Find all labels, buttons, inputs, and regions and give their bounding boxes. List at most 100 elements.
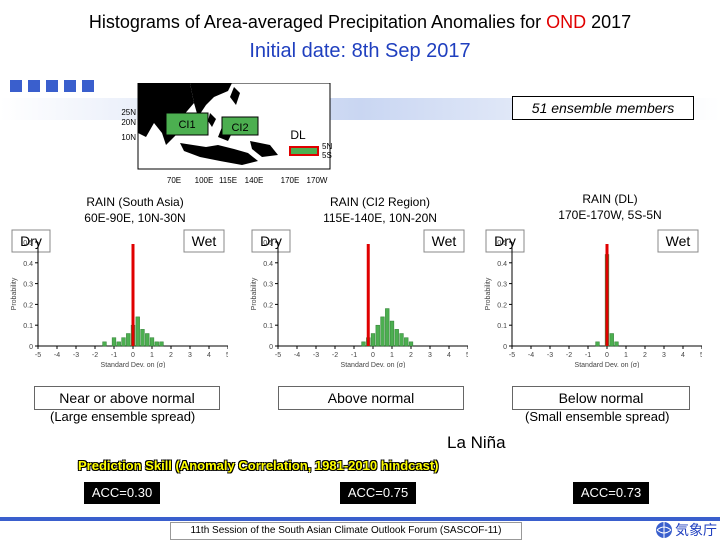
panel-title-line: 115E-140E, 10N-20N	[323, 211, 437, 225]
dry-label: Dry	[20, 233, 42, 249]
verdict-dl: Below normal	[512, 386, 690, 410]
map-lon-label: 70E	[167, 176, 181, 185]
histogram-bar	[102, 341, 107, 347]
x-tick-label: 2	[409, 352, 413, 359]
panel-title-dl: RAIN (DL) 170E-170W, 5S-5N	[520, 191, 700, 223]
spread-dl: (Small ensemble spread)	[525, 409, 670, 424]
dry-label: Dry	[494, 233, 516, 249]
histogram-bar	[404, 337, 409, 347]
y-tick-label: 0.2	[263, 302, 273, 309]
map-dl-lat-label: 5S	[322, 151, 332, 160]
title-highlight: OND	[546, 12, 587, 32]
x-tick-label: 1	[624, 352, 628, 359]
x-tick-label: 3	[428, 352, 432, 359]
spread-south-asia: (Large ensemble spread)	[50, 409, 196, 424]
panel-title-south-asia: RAIN (South Asia) 60E-90E, 10N-30N	[50, 194, 220, 226]
y-tick-label: 0.3	[23, 282, 33, 289]
footer-text: 11th Session of the South Asian Climate …	[170, 522, 522, 540]
acc-ci2: ACC=0.75	[340, 482, 416, 504]
y-tick-label: 0.4	[23, 261, 33, 268]
y-tick-label: 0.2	[497, 302, 507, 309]
histogram-bar	[149, 337, 155, 347]
histogram-south-asia: DryWet0.50.40.30.20.10-5-4-3-2-1012345Pr…	[11, 229, 228, 368]
map-dl-lat-label: 5N	[322, 142, 332, 151]
decor-square	[28, 80, 40, 92]
x-tick-label: -3	[547, 352, 553, 359]
x-tick-label: -5	[509, 352, 515, 359]
y-tick-label: 0.5	[263, 240, 273, 247]
panel-title-line: RAIN (South Asia)	[86, 195, 184, 209]
histogram-bar	[361, 341, 366, 347]
ensemble-members-label: 51 ensemble members	[512, 96, 694, 120]
x-tick-label: -4	[528, 352, 534, 359]
x-tick-label: 2	[643, 352, 647, 359]
x-tick-label: 3	[662, 352, 666, 359]
wet-label: Wet	[666, 233, 691, 249]
x-tick-label: 2	[169, 352, 173, 359]
x-tick-label: 0	[131, 352, 135, 359]
decor-square	[64, 80, 76, 92]
y-tick-label: 0	[503, 344, 507, 351]
x-axis-label: Standard Dev. on (σ)	[575, 362, 640, 368]
x-tick-label: -2	[566, 352, 572, 359]
x-tick-label: -5	[275, 352, 281, 359]
wet-box	[183, 229, 225, 253]
decor-square	[46, 80, 58, 92]
y-tick-label: 0.3	[263, 282, 273, 289]
y-tick-label: 0.4	[263, 261, 273, 268]
wet-box	[423, 229, 465, 253]
x-tick-label: -2	[332, 352, 338, 359]
wet-box	[657, 229, 699, 253]
x-tick-label: 1	[390, 352, 394, 359]
histogram-bar	[614, 341, 619, 347]
map-lat-label: 25N	[121, 108, 136, 117]
histogram-bar	[116, 341, 121, 347]
y-tick-label: 0.5	[497, 240, 507, 247]
y-axis-label: Probability	[11, 277, 18, 310]
dry-box	[485, 229, 525, 253]
x-axis-label: Standard Dev. on (σ)	[101, 362, 166, 368]
y-tick-label: 0	[29, 344, 33, 351]
decor-square	[10, 80, 22, 92]
map-region-dl: DL	[290, 128, 306, 142]
skill-heading: Prediction Skill (Anomaly Correlation, 1…	[78, 458, 439, 473]
x-tick-label: 0	[605, 352, 609, 359]
y-tick-label: 0.1	[263, 323, 273, 330]
panel-title-line: 170E-170W, 5S-5N	[558, 208, 662, 222]
x-tick-label: 0	[371, 352, 375, 359]
histogram-bar	[385, 308, 390, 347]
map-lon-label: 115E	[219, 176, 237, 185]
y-tick-label: 0.2	[23, 302, 33, 309]
x-tick-label: -1	[585, 352, 591, 359]
verdict-south-asia: Near or above normal	[34, 386, 220, 410]
globe-icon	[656, 522, 672, 538]
y-tick-label: 0.1	[497, 323, 507, 330]
histogram-bar	[595, 341, 600, 347]
x-tick-label: -2	[92, 352, 98, 359]
histogram-bar	[370, 333, 376, 347]
x-tick-label: -4	[54, 352, 60, 359]
verdict-ci2: Above normal	[278, 386, 464, 410]
map-lon-label: 170E	[281, 176, 300, 185]
histogram-bar	[389, 320, 395, 347]
map-lat-label: 10N	[121, 133, 136, 142]
histogram-bar	[375, 324, 380, 347]
x-tick-label: -3	[313, 352, 319, 359]
y-tick-label: 0	[269, 344, 273, 351]
title-prefix: Histograms of Area-averaged Precipitatio…	[88, 12, 547, 32]
x-tick-label: -4	[294, 352, 300, 359]
panel-title-line: RAIN (DL)	[582, 192, 638, 206]
y-axis-label: Probability	[251, 277, 258, 310]
x-tick-label: -1	[111, 352, 117, 359]
dry-label: Dry	[260, 233, 282, 249]
x-tick-label: 5	[466, 352, 468, 359]
panel-title-ci2: RAIN (CI2 Region) 115E-140E, 10N-20N	[290, 194, 470, 226]
histogram-bar	[399, 333, 404, 347]
y-tick-label: 0.1	[23, 323, 33, 330]
x-tick-label: 4	[207, 352, 211, 359]
x-tick-label: -1	[351, 352, 357, 359]
page-title: Histograms of Area-averaged Precipitatio…	[0, 12, 720, 33]
map-lat-label: 20N	[121, 118, 136, 127]
histogram-bar	[159, 341, 164, 347]
dry-box	[251, 229, 291, 253]
